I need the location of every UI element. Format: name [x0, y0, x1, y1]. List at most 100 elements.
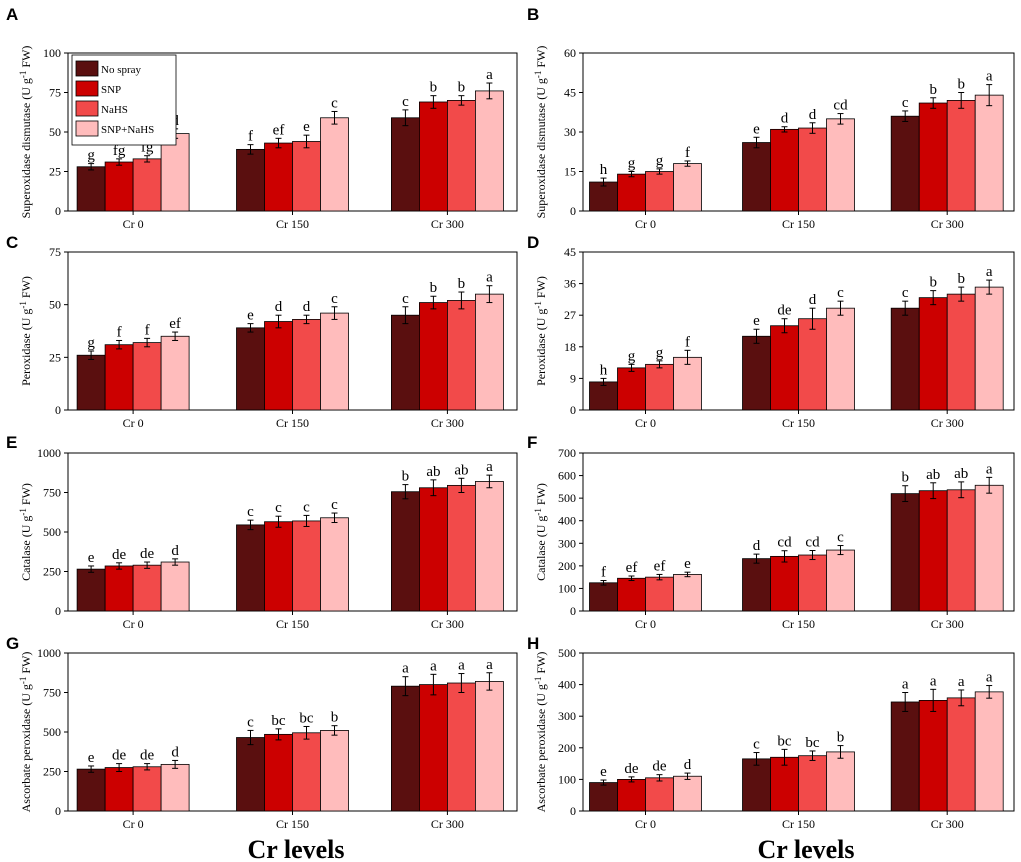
bar [617, 779, 646, 812]
significance-letter: bc [805, 735, 820, 751]
bar [419, 487, 448, 612]
y-axis-label: Catalase (U g-1 FW) [18, 483, 33, 581]
significance-letter: d [809, 107, 817, 123]
y-tick-label: 25 [49, 165, 61, 179]
panel-letter: E [6, 433, 17, 452]
y-tick-label: 45 [564, 245, 576, 259]
significance-letter: e [753, 121, 760, 137]
significance-letter: ab [954, 466, 968, 482]
bar [645, 777, 674, 812]
significance-letter: a [486, 67, 493, 83]
bar [645, 171, 674, 212]
y-tick-label: 750 [43, 686, 61, 700]
significance-letter: bc [777, 733, 792, 749]
bar [447, 100, 476, 212]
significance-letter: d [171, 543, 179, 559]
bar [236, 327, 265, 411]
significance-letter: f [601, 565, 606, 581]
bar [104, 565, 134, 612]
y-tick-label: 60 [564, 46, 576, 60]
panel-f: F 0 100 200 300 400 500 600 700 Catalase (U g-1 F… [527, 433, 1015, 631]
x-tick-label: Cr 0 [635, 817, 656, 831]
significance-letter: c [275, 500, 282, 516]
y-tick-label: 0 [55, 804, 61, 818]
y-tick-label: 1000 [37, 646, 61, 660]
legend: No spray SNP NaHS SNP+NaHS [71, 54, 177, 146]
bar [589, 381, 618, 411]
bar [890, 115, 920, 212]
bar [132, 766, 162, 812]
significance-letter: c [331, 95, 338, 111]
x-axis-title-right: Cr levels [758, 835, 855, 862]
panel-letter: F [527, 433, 537, 452]
y-tick-label: 500 [558, 646, 576, 660]
x-tick-label: Cr 300 [931, 817, 964, 831]
y-axis-label: Catalase (U g-1 FW) [533, 483, 548, 581]
bar [264, 733, 293, 812]
bar [890, 701, 920, 812]
y-tick-label: 9 [570, 371, 576, 385]
y-tick-label: 200 [558, 559, 576, 573]
significance-letter: ef [654, 558, 666, 574]
x-tick-label: Cr 300 [431, 217, 464, 231]
bar [826, 751, 855, 812]
x-tick-label: Cr 0 [635, 617, 656, 631]
significance-letter: a [986, 69, 993, 85]
significance-letter: ab [426, 464, 440, 480]
legend-label: SNP+NaHS [101, 124, 154, 136]
y-tick-label: 100 [558, 772, 576, 786]
bar [475, 681, 504, 812]
y-axis-label: Peroxidase (U g-1 FW) [533, 276, 548, 386]
bar [475, 293, 504, 411]
bar [160, 133, 190, 212]
significance-letter: c [402, 94, 409, 110]
significance-letter: bc [271, 713, 286, 729]
bar [160, 561, 190, 612]
significance-letter: ab [926, 467, 940, 483]
significance-letter: e [753, 313, 760, 329]
bar [160, 335, 190, 411]
bar [160, 763, 190, 812]
bar [264, 142, 293, 212]
y-tick-label: 25 [49, 350, 61, 364]
significance-letter: a [958, 674, 965, 690]
significance-letter: a [930, 673, 937, 689]
bar [132, 564, 162, 612]
y-tick-label: 1000 [37, 446, 61, 460]
panels: A 0 25 50 75 100 Superoxidase dismutase (U g-1… [6, 5, 1015, 831]
significance-letter: de [624, 761, 639, 777]
bar [236, 524, 265, 612]
bar [770, 325, 799, 411]
bar [589, 782, 618, 812]
significance-letter: b [901, 470, 909, 486]
bar [946, 293, 976, 411]
panel-h: H 0 100 200 300 400 500 Ascorbate peroxidase (U… [527, 634, 1015, 831]
y-tick-label: 500 [43, 725, 61, 739]
y-tick-label: 50 [49, 298, 61, 312]
x-tick-label: Cr 300 [431, 416, 464, 430]
bar [918, 700, 948, 812]
y-tick-label: 300 [558, 709, 576, 723]
bar [104, 767, 134, 812]
significance-letter: h [600, 162, 608, 178]
y-tick-label: 500 [43, 525, 61, 539]
bar [76, 768, 106, 812]
bar [320, 730, 349, 812]
bar [447, 682, 476, 812]
significance-letter: c [247, 504, 254, 520]
significance-letter: bc [299, 710, 314, 726]
significance-letter: g [87, 335, 95, 351]
significance-letter: d [684, 757, 692, 773]
bar [826, 307, 855, 411]
significance-letter: d [753, 538, 761, 554]
bar [798, 318, 827, 411]
significance-letter: f [145, 322, 150, 338]
x-tick-label: Cr 300 [431, 617, 464, 631]
bar [475, 90, 504, 212]
significance-letter: b [957, 77, 965, 93]
bar [826, 549, 855, 612]
bar [419, 684, 448, 812]
bar [918, 102, 948, 212]
x-tick-label: Cr 0 [123, 617, 144, 631]
